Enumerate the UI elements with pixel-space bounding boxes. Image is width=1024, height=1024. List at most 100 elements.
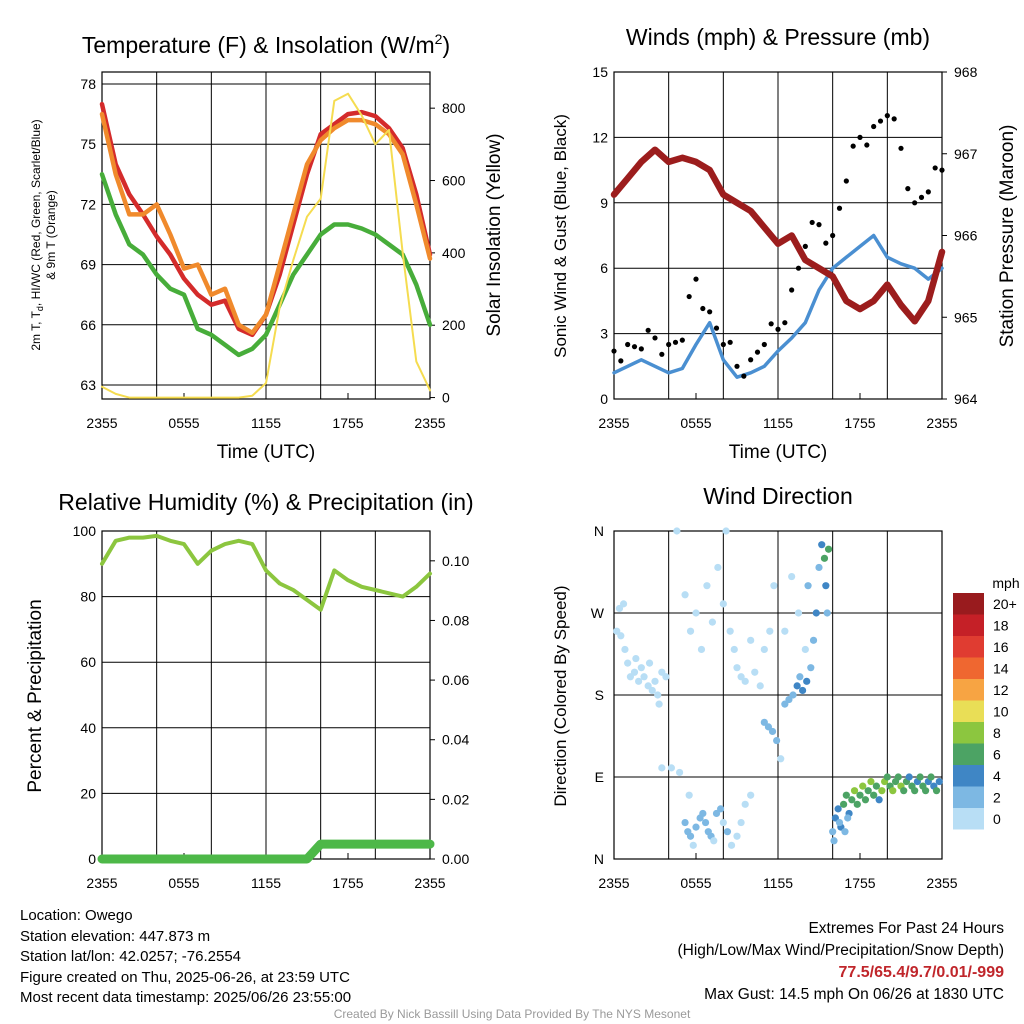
direction-point [617, 632, 625, 640]
temperature-ylabel-line2: & 9m T (Orange) [44, 190, 58, 280]
direction-point [701, 818, 710, 827]
legend-swatch [953, 614, 984, 636]
direction-point [829, 828, 837, 836]
direction-point [737, 818, 745, 827]
direction-point [686, 627, 695, 635]
temperature-title: Temperature (F) & Insolation (W/m2) [82, 31, 450, 58]
direction-point [619, 600, 628, 608]
direction-point [730, 645, 738, 654]
direction-point [850, 787, 859, 795]
legend-label: 4 [993, 768, 1001, 784]
direction-point [722, 527, 730, 535]
direction-point [651, 677, 659, 685]
direction-point [788, 572, 796, 581]
y2-tick-label: 965 [954, 309, 978, 325]
direction-point [673, 527, 681, 535]
direction-point [699, 809, 707, 818]
credit-text: Created By Nick Bassill Using Data Provi… [333, 1007, 691, 1021]
direction-point [714, 563, 722, 572]
direction-point [834, 805, 842, 813]
gust-point [939, 167, 945, 173]
x-tick-label: 2355 [414, 875, 445, 891]
legend-swatch [953, 593, 984, 615]
direction-point [812, 609, 820, 617]
direction-point [697, 645, 706, 654]
legend-label: 16 [993, 639, 1009, 655]
gust-point [672, 339, 679, 345]
y-tick-label: 0 [88, 851, 96, 867]
legend-swatch [953, 657, 984, 679]
gust-point [775, 326, 781, 332]
direction-point [927, 773, 935, 781]
x-tick-label: 2355 [86, 875, 117, 891]
gust-point [918, 194, 925, 200]
direction-point [815, 563, 823, 572]
gust-point [843, 178, 849, 184]
legend-swatch [953, 636, 984, 658]
direction-point [640, 673, 648, 681]
y-tick-label: 66 [80, 317, 96, 333]
direction-point [717, 805, 725, 813]
direction-point [794, 609, 803, 617]
direction-title: Wind Direction [703, 483, 853, 509]
max-gust-text: Max Gust: 14.5 mph On 06/26 at 1830 UTC [704, 986, 1004, 1003]
pressure-line [610, 146, 946, 325]
legend-label: 20+ [993, 596, 1017, 612]
direction-point [667, 764, 676, 772]
x-tick-label: 0555 [680, 875, 711, 891]
direction-point [726, 627, 734, 635]
latlon-text: Station lat/lon: 42.0257; -76.2554 [20, 948, 242, 965]
gust-point [625, 341, 631, 348]
gust-point [789, 287, 795, 293]
y2-tick-label: 966 [954, 228, 978, 244]
gust-point [898, 145, 904, 151]
direction-tick-label: N [594, 851, 604, 867]
direction-point [824, 545, 833, 553]
x-tick-label: 0555 [680, 415, 711, 431]
direction-point [710, 837, 718, 845]
direction-point [741, 677, 749, 685]
y-tick-label: 80 [80, 589, 96, 605]
y2-tick-label: 0.10 [442, 553, 469, 569]
y-tick-label: 75 [80, 136, 96, 152]
legend-swatch [953, 765, 984, 787]
direction-point [635, 677, 643, 685]
gust-point [686, 293, 692, 300]
direction-point [822, 582, 830, 590]
gust-point [850, 143, 856, 149]
direction-point [844, 814, 852, 822]
x-tick-label: 2355 [414, 415, 445, 431]
direction-point [768, 727, 777, 736]
y2-tick-label: 0.06 [442, 672, 469, 688]
y-tick-label: 3 [600, 326, 608, 342]
gust-point [611, 348, 617, 354]
gust-point [734, 363, 740, 369]
x-tick-label: 1755 [332, 875, 363, 891]
legend-swatch [953, 786, 984, 808]
direction-point [830, 837, 838, 845]
legend-label: 0 [993, 811, 1001, 827]
direction-point [823, 609, 831, 617]
direction-point [905, 773, 913, 781]
direction-tick-label: N [594, 523, 604, 539]
recent-text: Most recent data timestamp: 2025/06/26 2… [20, 989, 352, 1006]
rh-line [100, 533, 432, 612]
direction-point [747, 636, 755, 644]
y-tick-label: 60 [80, 654, 96, 670]
gust-point [754, 349, 761, 355]
direction-point [872, 782, 881, 790]
direction-panel: Wind Direction N E S W N 2355 0555 1155 1755 2355… [551, 483, 1020, 891]
direction-point [685, 791, 693, 799]
direction-point [803, 677, 811, 685]
y-tick-label: 0 [600, 391, 608, 407]
direction-point [751, 668, 759, 676]
gust-point [645, 327, 651, 333]
gust-point [727, 339, 733, 345]
gust-point [748, 357, 754, 363]
gust-point [912, 200, 918, 206]
y-tick-label: 72 [80, 196, 96, 212]
direction-point [809, 636, 818, 644]
x-tick-label: 0555 [168, 415, 199, 431]
direction-point [799, 686, 807, 695]
direction-point [911, 787, 919, 795]
